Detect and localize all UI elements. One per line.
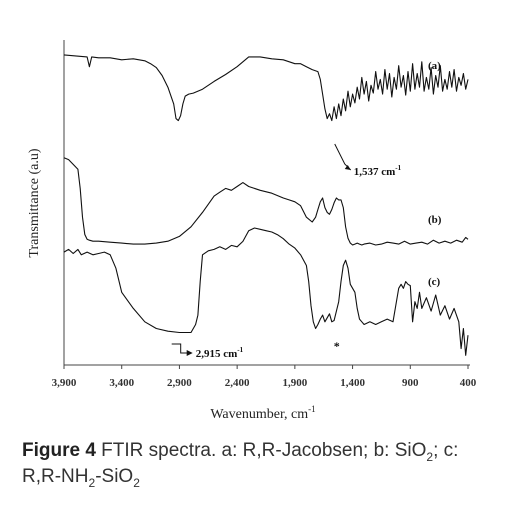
series-group: (a) (b) (c) bbox=[63, 54, 469, 356]
caption-sub-2: 2 bbox=[88, 475, 96, 490]
caption-sub-3: 2 bbox=[133, 475, 140, 490]
axes: 3,900 3,400 2,900 2,400 1,900 1,400 900 400 bbox=[52, 40, 477, 389]
caption-text-1: FTIR spectra. a: R,R-Jacobsen; b: SiO bbox=[95, 440, 427, 461]
x-tick-label: 1,900 bbox=[282, 377, 307, 389]
x-axis-label-sup: -1 bbox=[308, 404, 316, 414]
annotation-asterisk: * bbox=[334, 339, 340, 353]
x-tick-label: 2,900 bbox=[167, 377, 192, 389]
annotation-label-text: 2,915 cm bbox=[196, 348, 238, 360]
series-line-2 bbox=[63, 227, 469, 356]
series-label: (b) bbox=[428, 214, 442, 226]
figure-caption: Figure 4 FTIR spectra. a: R,R-Jacobsen; … bbox=[22, 438, 502, 490]
x-tick-label: 1,400 bbox=[340, 377, 365, 389]
y-axis-label: Transmittance (a.u) bbox=[27, 148, 42, 257]
series-line-1 bbox=[63, 157, 469, 246]
annotation-label: 2,915 cm-1 bbox=[196, 346, 244, 360]
x-tick-label: 3,900 bbox=[52, 377, 77, 389]
annotation-arrowhead bbox=[344, 165, 351, 170]
series-label: (a) bbox=[428, 60, 441, 72]
annotation-label: 1,537 cm-1 bbox=[354, 164, 402, 178]
annotation-label-sup: -1 bbox=[237, 346, 243, 354]
series-line-0 bbox=[63, 54, 469, 122]
x-tick-label: 900 bbox=[402, 377, 419, 389]
x-axis-label-text: Wavenumber, cm bbox=[210, 407, 308, 422]
annotation-arrow bbox=[171, 343, 190, 354]
series-label: (c) bbox=[428, 276, 441, 288]
caption-sub-1: 2 bbox=[426, 449, 434, 464]
caption-label: Figure 4 bbox=[22, 440, 96, 461]
annotations: 1,537 cm-12,915 cm-1 * bbox=[171, 143, 402, 360]
x-tick-label: 400 bbox=[460, 377, 477, 389]
caption-text-2: ; c: R,R-NH bbox=[22, 440, 459, 487]
caption-text-3: -SiO bbox=[95, 466, 134, 487]
annotation-label-text: 1,537 cm bbox=[354, 166, 396, 178]
x-axis-label: Wavenumber, cm-1 bbox=[210, 404, 315, 422]
x-tick-label: 3,400 bbox=[109, 377, 134, 389]
annotation-label-sup: -1 bbox=[395, 164, 401, 172]
annotation-arrowhead bbox=[186, 350, 193, 356]
ftir-chart: 3,900 3,400 2,900 2,400 1,900 1,400 900 400 (a)… bbox=[27, 40, 477, 422]
x-tick-label: 2,400 bbox=[225, 377, 250, 389]
